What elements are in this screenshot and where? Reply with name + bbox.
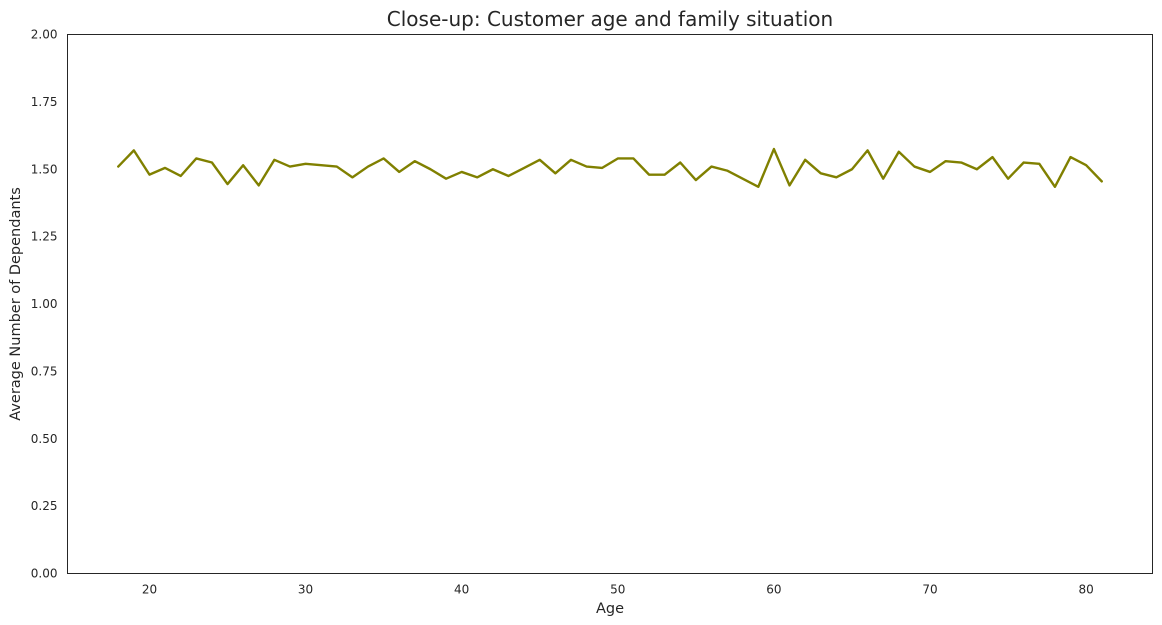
y-tick-label: 2.00 (31, 28, 58, 42)
x-tick-label: 80 (1079, 583, 1094, 597)
y-tick-label: 1.50 (31, 162, 58, 176)
y-tick-label: 0.00 (31, 567, 58, 581)
y-axis-ticks: 0.00 0.25 0.50 0.75 1.00 1.25 1.50 1.75 2.00 (31, 28, 58, 581)
chart-title: Close-up: Customer age and family situat… (387, 7, 833, 31)
y-tick-label: 1.75 (31, 95, 58, 109)
x-tick-label: 60 (766, 583, 781, 597)
x-tick-label: 40 (454, 583, 469, 597)
y-tick-label: 0.25 (31, 499, 58, 513)
x-tick-label: 30 (298, 583, 313, 597)
plot-frame (67, 34, 1153, 574)
x-axis-ticks: 20 30 40 50 60 70 80 (142, 583, 1094, 597)
y-tick-label: 1.00 (31, 297, 58, 311)
x-tick-label: 70 (922, 583, 937, 597)
x-tick-label: 20 (142, 583, 157, 597)
y-axis-label: Average Number of Dependants (8, 187, 24, 421)
y-tick-label: 1.25 (31, 230, 58, 244)
x-tick-label: 50 (610, 583, 625, 597)
series-line (117, 147, 1103, 188)
x-axis-label: Age (596, 601, 624, 617)
y-tick-label: 0.75 (31, 364, 58, 378)
y-tick-label: 0.50 (31, 432, 58, 446)
